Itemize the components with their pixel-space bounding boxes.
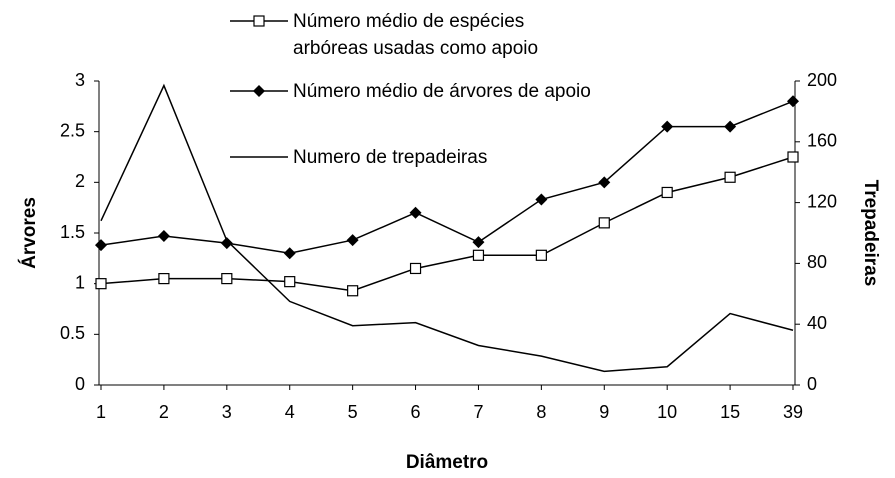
y-tick-label: 0 [75,374,85,394]
x-tick-label: 4 [285,402,295,422]
series-line [100,100,794,255]
x-tick-label: 3 [222,402,232,422]
marker-diamond [346,234,359,247]
marker-diamond [787,95,799,108]
x-tick-label: 1 [96,402,106,422]
x-tick-label: 5 [348,402,358,422]
marker-square [472,249,485,261]
marker-diamond [661,120,674,133]
series-line [100,156,794,292]
marker-square [95,278,107,290]
marker-square [253,15,265,27]
series-line [100,83,794,373]
legend-label: Número médio de espécies arbóreas usadas… [293,11,539,59]
marker-square [221,273,233,285]
legend-swatch [230,15,288,27]
marker-square [598,217,610,229]
marker-square [347,285,359,297]
y-tick-label: 1.5 [60,222,85,242]
marker-diamond [472,236,485,249]
legend-label: Número médio de árvores de apoio [293,81,591,102]
y-tick-label: 1 [75,272,85,292]
x-axis-title: Diâmetro [406,452,488,473]
y-tick-label: 2 [75,171,85,191]
marker-square [409,262,422,275]
x-tick-label: 7 [473,402,483,422]
legend-swatch [230,85,288,97]
y2-axis-title: Trepadeiras [860,180,881,287]
legend-label: Numero de trepadeiras [293,147,488,168]
x-tick-label: 2 [159,402,169,422]
marker-diamond [95,239,107,252]
y2-tick-label: 0 [807,374,817,394]
marker-diamond [283,247,296,260]
y-axis-title: Árvores [18,197,40,269]
marker-square [724,171,736,183]
y2-tick-label: 160 [807,131,837,151]
marker-diamond [535,193,548,206]
marker-square [158,273,170,285]
x-tick-label: 10 [657,402,677,422]
marker-square [787,151,799,163]
x-tick-label: 9 [599,402,609,422]
marker-diamond [220,237,233,250]
marker-square [535,249,547,261]
y2-tick-label: 80 [807,252,827,272]
y-tick-label: 2.5 [60,120,85,140]
marker-square [284,276,296,288]
marker-diamond [598,176,611,189]
x-tick-label: 6 [411,402,421,422]
y2-tick-label: 120 [807,191,837,211]
x-tick-label: 39 [783,402,803,422]
marker-square [661,186,673,199]
marker-diamond [724,120,737,133]
y-tick-label: 3 [75,70,85,90]
x-tick-label: 8 [536,402,546,422]
marker-diamond [409,206,422,219]
y-tick-label: 0.5 [60,323,85,343]
legend-swatch [230,156,288,158]
marker-diamond [157,230,170,243]
marker-diamond [253,85,265,97]
x-tick-label: 15 [720,402,740,422]
y2-tick-label: 40 [807,313,827,333]
y2-tick-label: 200 [807,70,837,90]
